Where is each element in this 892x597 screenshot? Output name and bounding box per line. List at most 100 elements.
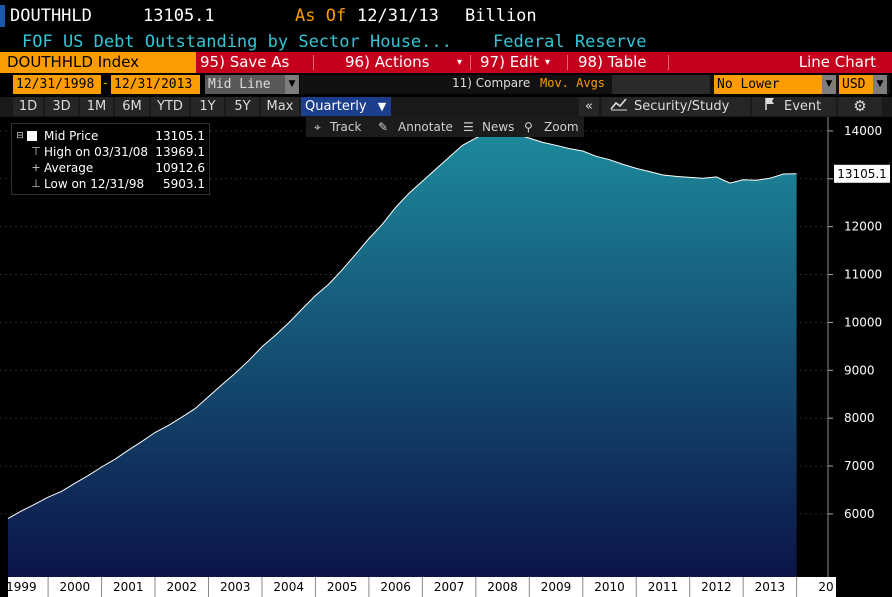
event-button[interactable]: Event <box>752 97 836 116</box>
price-type-chevron-icon[interactable]: ▼ <box>285 75 299 94</box>
last-value: 13105.1 <box>143 6 215 26</box>
x-tick-label: 2005 <box>327 580 358 594</box>
tab-5y[interactable]: 5Y <box>226 97 259 116</box>
tab-1d[interactable]: 1D <box>13 97 43 116</box>
start-date-field[interactable]: 12/31/1998 <box>13 75 101 94</box>
low-marker-icon: ⊥ <box>31 177 41 190</box>
tab-1m[interactable]: 1M <box>80 97 113 116</box>
x-axis: 1999 2000 2001 2002 2003 2004 2005 2006 2007 2008… <box>6 577 834 597</box>
x-tick-label: 2001 <box>113 580 144 594</box>
security-study-button[interactable]: Security/Study <box>602 97 750 116</box>
track-button[interactable]: Track <box>330 120 362 134</box>
x-tick-label: 2003 <box>220 580 251 594</box>
news-icon[interactable]: ☰ <box>463 120 474 134</box>
y-tick-label: 9000 <box>844 363 875 377</box>
price-type-select[interactable]: Mid Line <box>205 75 285 94</box>
table-button[interactable]: 98) Table <box>578 53 647 71</box>
end-date-field[interactable]: 12/31/2013 <box>111 75 200 94</box>
menu-divider <box>668 55 669 70</box>
news-button[interactable]: News <box>482 120 515 134</box>
currency-select[interactable]: USD <box>839 75 873 94</box>
data-source: Federal Reserve <box>493 32 647 52</box>
legend-row-high: ⊤ High on 03/31/08 13969.1 <box>12 144 211 160</box>
period-tabs-row: 1D 3D 1M 6M YTD 1Y 5Y Max Quarterly ▼ « … <box>0 97 892 117</box>
legend-low-label: Low on 12/31/98 <box>44 177 145 191</box>
legend-average-value: 10912.6 <box>155 161 205 175</box>
zoom-search-icon[interactable]: ⚲ <box>524 120 533 134</box>
last-price-text: 13105.1 <box>837 167 887 181</box>
legend-high-label: High on 03/31/08 <box>44 145 149 159</box>
legend-mid-value: 13105.1 <box>155 129 205 143</box>
save-as-button[interactable]: 95) Save As <box>200 53 290 71</box>
legend-box: ⊟ Mid Price 13105.1 ⊤ High on 03/31/08 1… <box>11 123 210 195</box>
frequency-chevron-icon[interactable]: ▼ <box>373 97 391 116</box>
x-tick-label: 2011 <box>648 580 679 594</box>
x-tick-label: 2013 <box>755 580 786 594</box>
units-label: Billion <box>465 6 537 26</box>
y-tick-label: 11000 <box>844 268 882 282</box>
index-title[interactable]: DOUTHHLD Index <box>0 52 196 73</box>
lower-chart-chevron-icon[interactable]: ▼ <box>822 75 836 94</box>
lower-chart-select[interactable]: No Lower Chart <box>714 75 822 111</box>
pencil-icon[interactable]: ✎ <box>378 120 389 134</box>
x-tick-label: 2004 <box>273 580 304 594</box>
annotate-button[interactable]: Annotate <box>398 120 453 134</box>
price-chart[interactable]: 6000 7000 8000 9000 10000 11000 12000 14000 199… <box>0 117 892 597</box>
mov-avgs-field[interactable] <box>612 75 710 94</box>
y-tick-label: 14000 <box>844 124 882 138</box>
x-tick-label: 2002 <box>166 580 197 594</box>
tab-1y[interactable]: 1Y <box>191 97 224 116</box>
legend-mid-label: Mid Price <box>44 129 99 143</box>
currency-chevron-icon[interactable]: ▼ <box>873 75 887 94</box>
y-tick-label: 12000 <box>844 220 882 234</box>
flag-icon <box>764 97 776 117</box>
tab-ytd[interactable]: YTD <box>151 97 189 116</box>
edit-chevron-icon[interactable]: ▾ <box>545 57 551 68</box>
security-header: DOUTHHLD 13105.1 As Of 12/31/13 Billion <box>0 0 892 32</box>
chart-options-row: 12/31/1998 - 12/31/2013 Mid Line ▼ 11) C… <box>0 75 892 111</box>
security-study-label: Security/Study <box>634 99 730 114</box>
chart-type-label[interactable]: Line Chart <box>798 53 876 71</box>
legend-row-mid: ⊟ Mid Price 13105.1 <box>12 128 211 144</box>
legend-low-value: 5903.1 <box>163 177 205 191</box>
area-fill <box>8 131 797 577</box>
menu-divider <box>313 55 314 70</box>
high-marker-icon: ⊤ <box>31 145 41 158</box>
price-line <box>7 130 797 520</box>
event-label: Event <box>784 99 822 114</box>
mid-swatch-icon <box>27 131 37 141</box>
x-tick-label: 2000 <box>60 580 91 594</box>
tab-max[interactable]: Max <box>261 97 299 116</box>
mov-avgs-button[interactable]: Mov. Avgs <box>540 76 606 90</box>
crosshair-icon[interactable]: ⌖ <box>314 120 321 134</box>
legend-row-low: ⊥ Low on 12/31/98 5903.1 <box>12 176 211 192</box>
x-tick-label: 2012 <box>701 580 732 594</box>
legend-row-average: + Average 10912.6 <box>12 160 211 176</box>
last-price-tag: 13105.1 <box>834 164 890 183</box>
actions-chevron-icon[interactable]: ▾ <box>457 57 463 68</box>
collapse-box-icon[interactable]: ⊟ <box>16 131 24 141</box>
frequency-select[interactable]: Quarterly <box>301 97 375 116</box>
description-row: FOF US Debt Outstanding by Sector House.… <box>0 32 892 52</box>
zoom-button[interactable]: Zoom <box>544 120 579 134</box>
x-tick-label: 2010 <box>594 580 625 594</box>
edit-menu[interactable]: 97) Edit <box>480 53 539 71</box>
ticker-label: DOUTHHLD <box>10 6 92 26</box>
menu-divider <box>470 55 471 70</box>
y-tick-label: 10000 <box>844 315 882 329</box>
tab-3d[interactable]: 3D <box>45 97 78 116</box>
x-tick-label: 20 <box>818 580 833 594</box>
collapse-button[interactable]: « <box>579 97 599 116</box>
compare-button[interactable]: 11) Compare <box>452 76 531 90</box>
as-of-date: 12/31/13 <box>357 6 439 26</box>
date-dash: - <box>103 76 108 91</box>
actions-menu[interactable]: 96) Actions <box>345 53 430 71</box>
x-tick-label: 2007 <box>434 580 465 594</box>
study-chart-icon <box>610 97 628 117</box>
tab-6m[interactable]: 6M <box>115 97 149 116</box>
y-tick-label: 7000 <box>844 459 875 473</box>
menu-divider <box>567 55 568 70</box>
security-description: FOF US Debt Outstanding by Sector House.… <box>22 32 452 52</box>
last-price-box <box>834 164 890 183</box>
settings-gear-icon[interactable]: ⚙ <box>838 97 882 116</box>
